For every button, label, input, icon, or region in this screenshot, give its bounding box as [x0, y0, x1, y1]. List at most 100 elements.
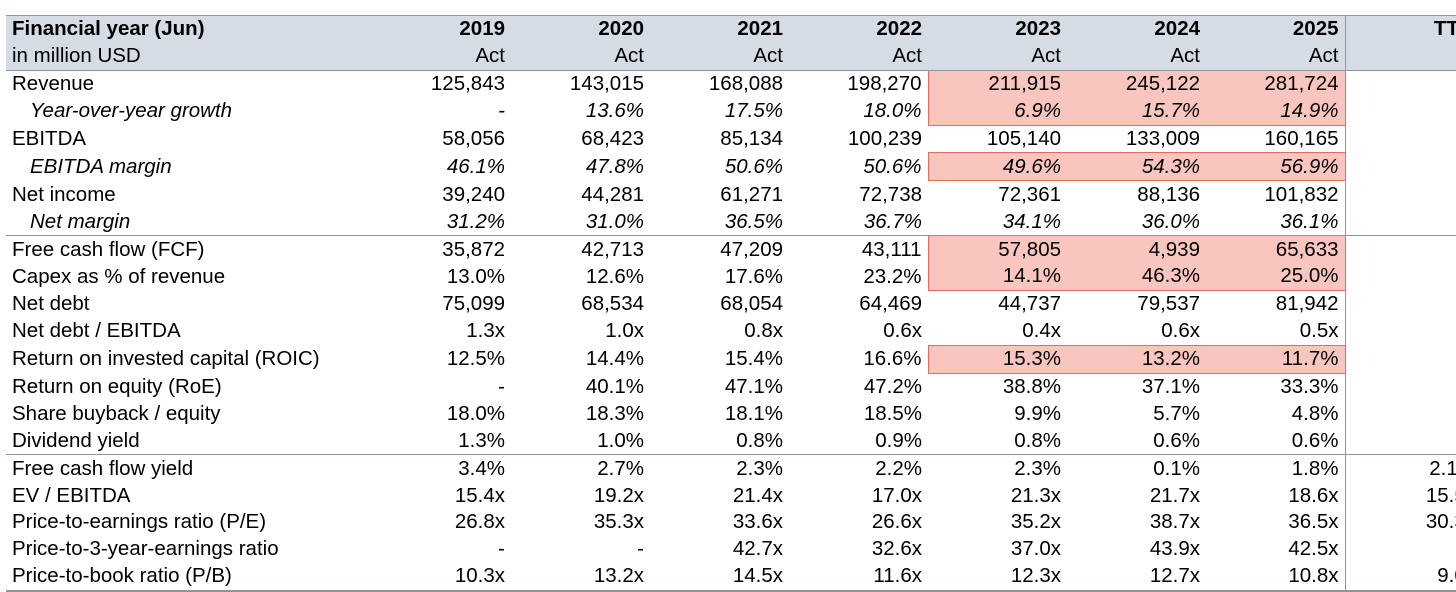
value-cell: 54.3%	[1067, 152, 1206, 182]
value-cell: 18.5%	[863, 401, 922, 425]
value-cell: 50.6%	[724, 154, 783, 178]
value-cell: 25.0%	[1206, 263, 1346, 291]
type-header: Act	[1067, 42, 1206, 71]
value-cell: 125,843	[430, 72, 505, 96]
value-cell: 38.8%	[1002, 375, 1061, 399]
value-cell: 49.6%	[927, 152, 1067, 182]
value-cell: 4,939	[1067, 235, 1206, 264]
value-cell: 81,942	[1275, 292, 1339, 316]
value-cell: 42.7x	[732, 537, 783, 561]
value-cell: 0.8%	[736, 428, 783, 452]
value-cell: 35,872	[372, 235, 511, 264]
value-cell: 211,915	[927, 69, 1067, 98]
value-cell: 75,099	[442, 292, 505, 316]
value-cell: 1.3x	[466, 319, 505, 343]
value-cell: 32.6x	[871, 537, 922, 561]
ttm-cell: -	[1344, 263, 1456, 291]
value-cell: 2.3%	[650, 454, 789, 483]
row-label: Net debt / EBITDA	[12, 319, 181, 343]
ttm-cell: -	[1344, 373, 1456, 401]
value-cell: 42,713	[511, 235, 650, 264]
ttm-cell: 9.0x	[1344, 562, 1456, 592]
value-cell: 4.8%	[1291, 401, 1339, 425]
value-cell: 2.7%	[511, 454, 650, 483]
value-cell: 58,056	[442, 127, 505, 150]
value-cell: 13.0%	[446, 264, 505, 288]
type-header: Act	[372, 42, 511, 71]
value-cell: 18.3%	[585, 401, 644, 425]
table-subtitle: in million USD	[6, 42, 372, 71]
row-label: Dividend yield	[12, 428, 140, 452]
value-cell: 168,088	[708, 72, 783, 96]
value-cell: 43.9x	[1149, 537, 1200, 561]
ttm-cell: 2.1%	[1344, 454, 1456, 483]
value-cell: 36.5%	[724, 209, 783, 233]
row-label: EBITDA margin	[30, 154, 172, 178]
type-header: Act	[1206, 42, 1345, 71]
value-cell: 36.5x	[1288, 510, 1339, 534]
header-row-years: Financial year (Jun) 2019 2020 2021 2022…	[6, 14, 1456, 43]
year-header: 2020	[511, 14, 650, 43]
value-cell: 79,537	[1137, 292, 1200, 316]
header-row-types: in million USD Act Act Act Act Act Act A…	[6, 42, 1456, 71]
value-cell: 47,209	[650, 235, 789, 264]
value-cell: 13.2%	[1067, 344, 1206, 374]
value-cell: 68,423	[581, 127, 644, 150]
value-cell: 26.6x	[871, 510, 922, 534]
value-cell: 21.3x	[1010, 483, 1061, 507]
value-cell: 37.1%	[1141, 375, 1200, 399]
row-label: Price-to-earnings ratio (P/E)	[12, 510, 267, 534]
value-cell: 14.1%	[927, 263, 1067, 291]
row-label: Net income	[12, 182, 116, 206]
ttm-cell: -	[1344, 208, 1456, 236]
table-row: Net income 39,240 44,281 61,271 72,738 72,361…	[6, 180, 1456, 209]
ttm-cell: -	[1344, 427, 1456, 455]
value-cell: 40.1%	[585, 374, 644, 398]
value-cell: 19.2x	[593, 483, 644, 507]
table-row: Free cash flow yield 3.4% 2.7% 2.3% 2.2% 2.3%…	[6, 454, 1456, 483]
value-cell: 31.2%	[446, 209, 505, 233]
year-header: 2019	[372, 14, 511, 43]
value-cell: 31.0%	[585, 209, 644, 233]
row-label: Capex as % of revenue	[12, 264, 226, 288]
value-cell: 2.3%	[928, 454, 1067, 483]
table-row: Price-to-earnings ratio (P/E) 26.8x 35.3x 3…	[6, 509, 1456, 536]
value-cell: 57,805	[927, 235, 1067, 264]
year-header: 2023	[928, 14, 1067, 43]
ttm-cell: -	[1344, 235, 1456, 264]
value-cell: 35.2x	[1010, 510, 1061, 534]
row-label: Year-over-year growth	[30, 99, 233, 123]
financial-summary-table: Financial year (Jun) 2019 2020 2021 2022…	[6, 14, 1456, 592]
ttm-cell: -	[1344, 290, 1456, 318]
value-cell: 0.6x	[1161, 319, 1200, 343]
value-cell: 88,136	[1137, 182, 1200, 206]
table-row: Capex as % of revenue 13.0% 12.6% 17.6% 23.2…	[6, 263, 1456, 291]
value-cell: 1.8%	[1206, 454, 1345, 483]
value-cell: 143,015	[569, 72, 644, 96]
type-header: Act	[650, 42, 789, 71]
value-cell: 36.0%	[1141, 209, 1200, 233]
value-cell: 245,122	[1067, 69, 1206, 98]
value-cell: -	[498, 374, 505, 398]
table-row: Price-to-3-year-earnings ratio - - 42.7x 32.…	[6, 535, 1456, 563]
row-label: Net debt	[12, 292, 90, 316]
value-cell: 17.6%	[724, 264, 783, 288]
value-cell: 21.7x	[1149, 483, 1200, 507]
ttm-cell: -	[1344, 70, 1456, 98]
ttm-cell: -	[1344, 345, 1456, 374]
value-cell: 68,534	[581, 292, 644, 316]
value-cell: 47.8%	[585, 154, 644, 178]
row-label: EV / EBITDA	[12, 483, 131, 507]
value-cell: 12.6%	[585, 264, 644, 288]
value-cell: 36.7%	[863, 209, 922, 233]
ttm-cell: -	[1344, 180, 1456, 209]
value-cell: 133,009	[1125, 127, 1200, 150]
value-cell: 0.9%	[875, 428, 922, 452]
ttm-header: TTM	[1344, 14, 1456, 43]
table-row: Return on equity (RoE) - 40.1% 47.1% 47.2% 38…	[6, 373, 1456, 401]
type-header: Act	[511, 42, 650, 71]
value-cell: 14.4%	[585, 347, 644, 371]
value-cell: 11.6x	[789, 562, 928, 592]
row-label: Free cash flow (FCF)	[6, 235, 372, 264]
